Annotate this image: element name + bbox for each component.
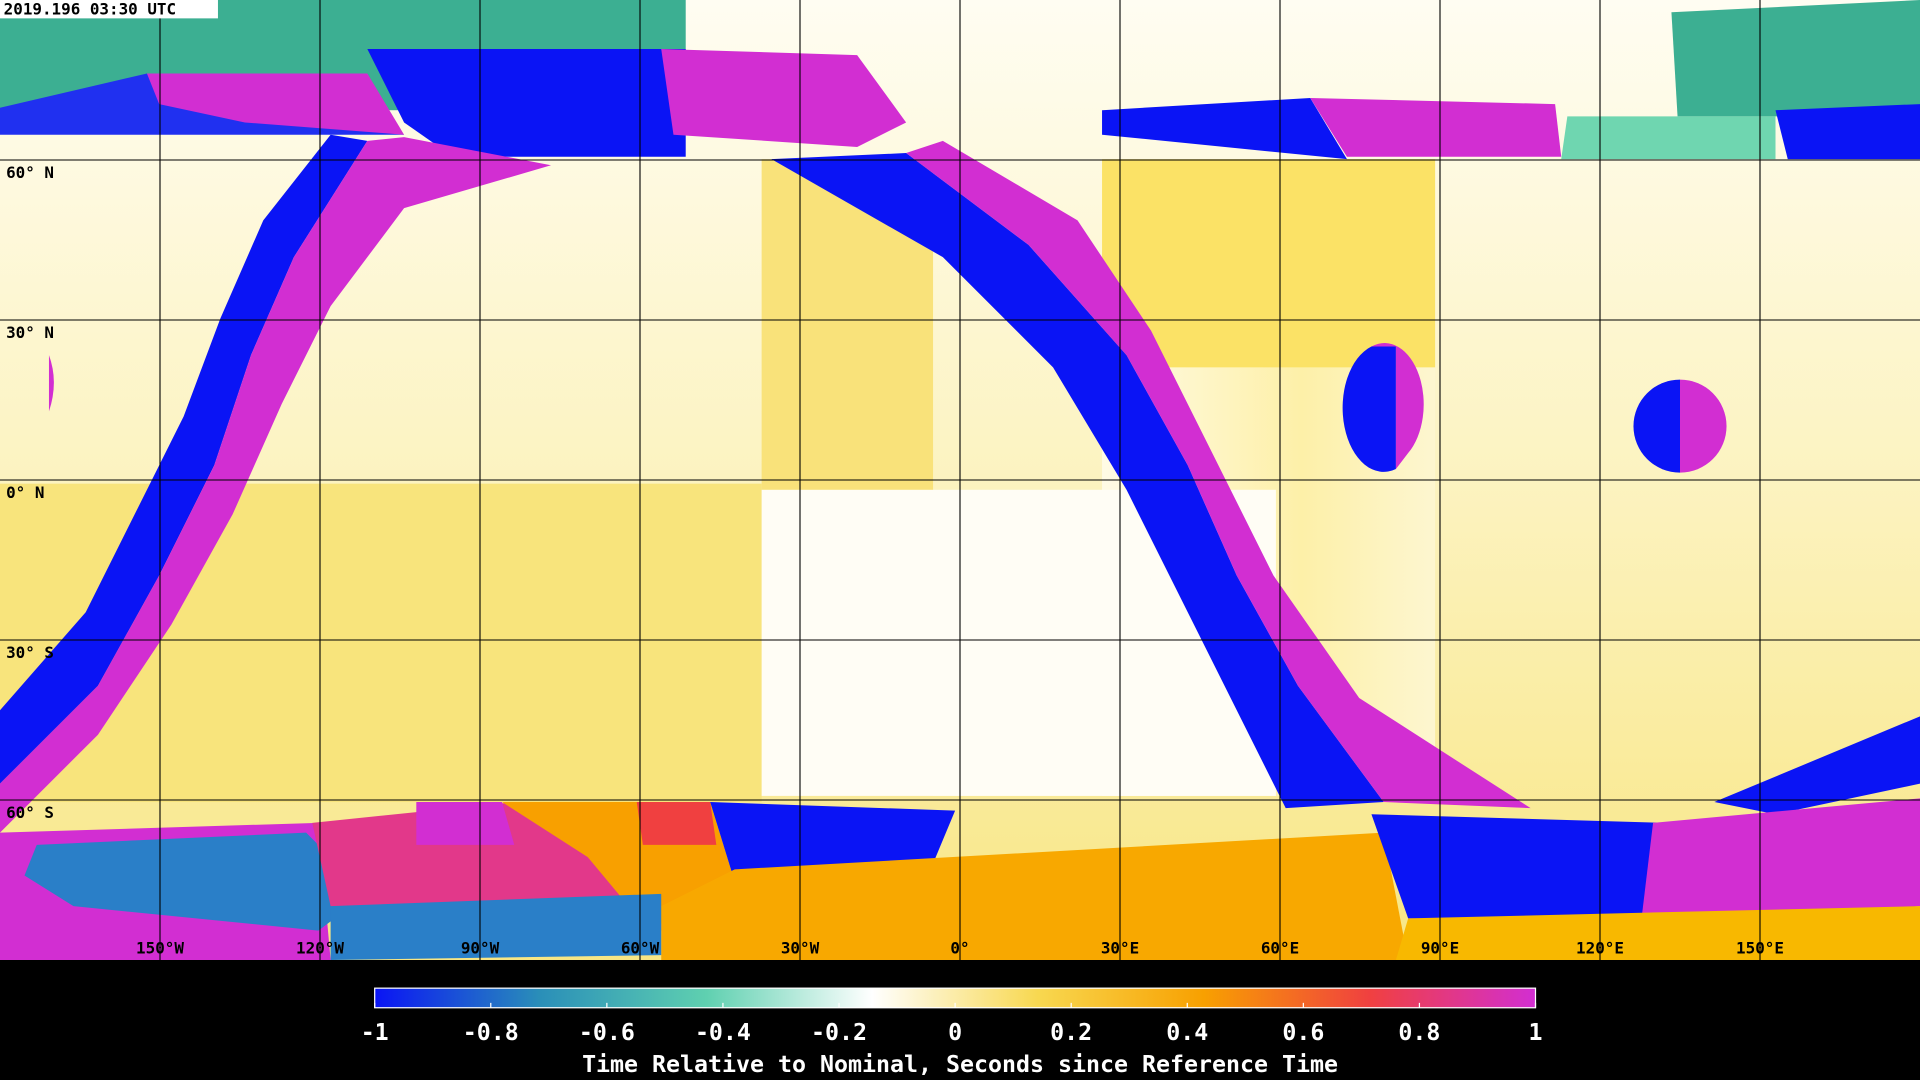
colorbar-tick-label: -1 xyxy=(361,1019,389,1046)
colorbar-tick-label: 0 xyxy=(948,1019,962,1046)
lon-label: 120°E xyxy=(1576,938,1624,957)
colorbar-tick-label: 0.2 xyxy=(1050,1019,1092,1046)
lon-label: 60°W xyxy=(621,938,660,957)
lat-label: 30° N xyxy=(6,323,54,342)
graticule xyxy=(0,0,1920,960)
colorbar-tick-label: 1 xyxy=(1529,1019,1543,1046)
lon-label: 0° xyxy=(950,938,969,957)
lon-label: 30°W xyxy=(781,938,820,957)
colorbar-tick-label: -0.8 xyxy=(463,1019,519,1046)
lat-label: 60° N xyxy=(6,163,54,182)
lon-label: 150°E xyxy=(1736,938,1784,957)
timestamp-box xyxy=(0,0,218,19)
colorbar-tick-label: -0.4 xyxy=(695,1019,751,1046)
lon-label: 30°E xyxy=(1101,938,1139,957)
lon-label: 150°W xyxy=(136,938,184,957)
timestamp: 2019.196 03:30 UTC xyxy=(4,0,176,18)
lat-label: 60° S xyxy=(6,803,54,822)
colorbar-tick-label: -0.2 xyxy=(811,1019,867,1046)
colorbar-tick-label: 0.8 xyxy=(1398,1019,1440,1046)
colorbar-tick-label: 0.6 xyxy=(1282,1019,1324,1046)
lat-label: 0° N xyxy=(6,483,44,502)
colorbar-panel xyxy=(0,960,1920,1080)
lon-label: 120°W xyxy=(296,938,344,957)
colorbar-label: Time Relative to Nominal, Seconds since … xyxy=(582,1051,1338,1078)
colorbar-tick-label: 0.4 xyxy=(1166,1019,1208,1046)
lon-label: 60°E xyxy=(1261,938,1299,957)
lon-label: 90°E xyxy=(1421,938,1459,957)
lon-label: 90°W xyxy=(461,938,500,957)
lat-label: 30° S xyxy=(6,643,54,662)
colorbar-tick-label: -0.6 xyxy=(579,1019,635,1046)
